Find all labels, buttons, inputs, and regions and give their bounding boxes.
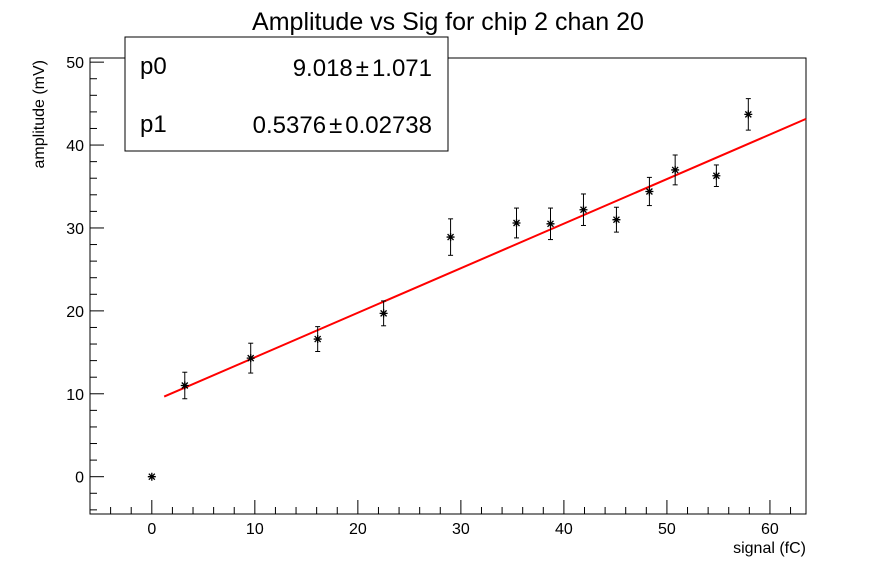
fit-line-group [163,117,807,398]
stats-p1-name: p1 [140,111,167,138]
stats-p0-value: 9.018 ±1.071 [293,55,432,82]
asterisk-marker [671,165,680,174]
asterisk-marker [612,215,621,224]
data-point [579,193,588,226]
x-tick-label: 0 [147,521,156,538]
y-tick-label: 40 [66,138,84,155]
data-point [645,176,654,207]
chart-title: Amplitude vs Sig for chip 2 chan 20 [252,8,644,36]
asterisk-marker [313,335,322,344]
y-axis-label: amplitude (mV) [31,60,48,168]
asterisk-marker [246,354,255,363]
data-point [379,300,388,327]
stats-box-frame [124,36,449,152]
data-point [313,326,322,352]
x-tick-label: 30 [452,521,470,538]
data-point [712,164,721,188]
data-point [612,206,621,233]
x-tick-label: 50 [658,521,676,538]
asterisk-marker [712,171,721,180]
asterisk-marker [147,472,156,481]
asterisk-marker [379,309,388,318]
data-point [546,207,555,241]
data-point [446,218,455,256]
data-point [671,154,680,186]
data-point [180,371,189,400]
stats-p0-name: p0 [140,53,167,80]
x-tick-label: 20 [349,521,367,538]
data-points [147,98,753,481]
asterisk-marker [512,218,521,227]
axes: 0 10 20 30 40 50 60 0 10 20 30 40 50 [66,55,792,538]
data-point [147,472,156,481]
asterisk-marker [546,219,555,228]
y-tick-label: 10 [66,387,84,404]
y-tick-label: 30 [66,221,84,238]
y-tick-label: 20 [66,304,84,321]
x-tick-label: 10 [246,521,264,538]
asterisk-marker [180,381,189,390]
fit-stats-box: p0 9.018 ±1.071 p1 0.5376 ±0.02738 [124,36,449,152]
asterisk-marker [446,233,455,242]
x-tick-label: 40 [555,521,573,538]
stats-p1-value: 0.5376 ±0.02738 [253,112,432,139]
asterisk-marker [579,205,588,214]
fit-line [163,117,807,398]
data-point [744,98,753,131]
data-point [512,207,521,239]
asterisk-marker [645,187,654,196]
y-tick-label: 0 [75,470,84,487]
y-tick-label: 50 [66,55,84,72]
data-point [246,342,255,374]
x-axis-label: signal (fC) [733,540,806,557]
x-tick-label: 60 [761,521,779,538]
asterisk-marker [744,110,753,119]
